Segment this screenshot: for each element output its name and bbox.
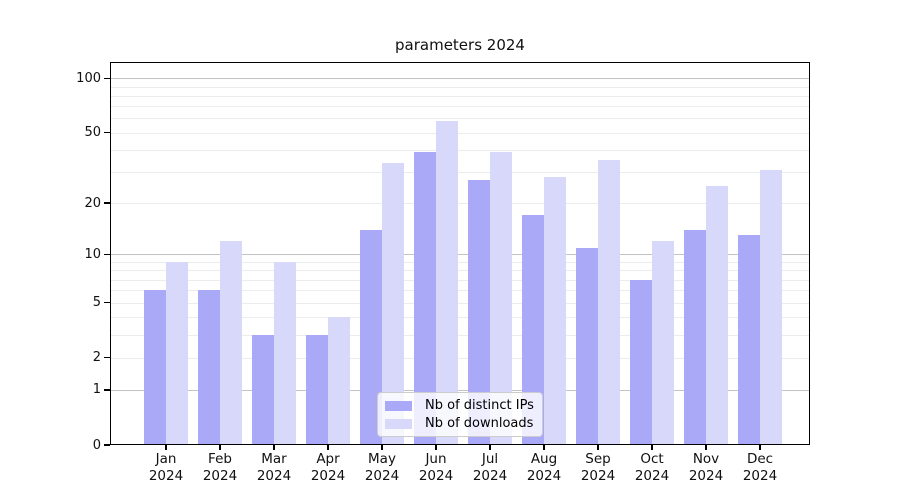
x-tick-label: Oct 2024 (634, 451, 670, 484)
gridline-minor (110, 149, 810, 151)
bar-distinct-ips-jun (414, 151, 436, 445)
x-tick-label: Apr 2024 (310, 451, 346, 484)
x-tick-label: Jul 2024 (472, 451, 508, 484)
bar-distinct-ips-sep (576, 247, 598, 445)
x-tick-label: May 2024 (364, 451, 400, 484)
bar-downloads-apr (328, 317, 350, 445)
y-tick-label: 20 (84, 195, 101, 211)
gridline-minor (110, 302, 810, 304)
x-tick (381, 445, 383, 450)
x-tick (327, 445, 329, 450)
gridline-minor (110, 270, 810, 272)
x-tick (651, 445, 653, 450)
bar-distinct-ips-oct (630, 279, 652, 445)
y-tick-label: 50 (84, 125, 101, 141)
y-tick-label: 5 (92, 295, 101, 311)
y-tick (104, 444, 110, 446)
y-tick (104, 253, 110, 256)
x-tick (543, 445, 545, 450)
legend-item-downloads: Nb of downloads (385, 416, 534, 431)
x-tick-label: Mar 2024 (256, 451, 292, 484)
y-tick (104, 301, 110, 304)
gridline-minor (110, 95, 810, 97)
bar-distinct-ips-jan (144, 290, 166, 445)
gridline-minor (110, 279, 810, 281)
bar-downloads-jul (490, 151, 512, 445)
gridline-minor (110, 172, 810, 174)
gridline-major (110, 78, 810, 80)
y-tick (104, 202, 110, 204)
legend-label-distinct-ips: Nb of distinct IPs (425, 398, 534, 413)
x-tick (489, 445, 491, 450)
x-tick (165, 445, 167, 450)
bar-downloads-feb (220, 241, 242, 445)
legend-label-downloads: Nb of downloads (425, 416, 534, 431)
y-tick (104, 131, 110, 134)
bar-distinct-ips-apr (306, 334, 328, 445)
gridline-minor (110, 290, 810, 292)
x-tick-label: Feb 2024 (202, 451, 238, 484)
y-tick (104, 357, 110, 359)
legend-item-distinct-ips: Nb of distinct IPs (385, 398, 534, 413)
gridline-minor (110, 106, 810, 108)
x-tick-label: Sep 2024 (580, 451, 616, 484)
legend-swatch-downloads (385, 418, 412, 429)
bar-downloads-mar (274, 262, 296, 445)
y-tick-label: 10 (84, 246, 101, 262)
x-tick-label: Jan 2024 (148, 451, 184, 484)
bar-downloads-sep (598, 160, 620, 445)
x-tick (759, 445, 761, 450)
gridline-major (110, 389, 810, 391)
x-tick (597, 445, 599, 450)
bar-downloads-jun (436, 121, 458, 445)
bar-distinct-ips-aug (522, 215, 544, 445)
gridline-minor (110, 262, 810, 264)
gridline-minor (110, 132, 810, 134)
gridline-minor (110, 118, 810, 120)
gridline-major (110, 254, 810, 256)
x-tick (705, 445, 707, 450)
bar-downloads-may (382, 162, 404, 445)
bar-distinct-ips-mar (252, 334, 274, 445)
x-tick-label: Aug 2024 (526, 451, 562, 484)
y-tick-label: 0 (92, 437, 101, 453)
bar-downloads-jan (166, 262, 188, 445)
bar-distinct-ips-dec (738, 235, 760, 445)
y-tick (104, 77, 110, 79)
plot-area (110, 62, 810, 445)
y-tick (104, 389, 110, 391)
gridline-minor (110, 357, 810, 359)
legend: Nb of distinct IPs Nb of downloads (377, 392, 543, 437)
x-tick (219, 445, 221, 450)
chart-title: parameters 2024 (395, 36, 525, 54)
y-tick-label: 100 (76, 70, 101, 86)
bar-downloads-dec (760, 169, 782, 445)
x-tick-label: Nov 2024 (688, 451, 724, 484)
bar-distinct-ips-nov (684, 229, 706, 445)
bar-downloads-nov (706, 186, 728, 445)
bar-distinct-ips-may (360, 229, 382, 445)
x-tick (273, 445, 275, 450)
y-tick-label: 1 (92, 382, 101, 398)
gridline-minor (110, 334, 810, 336)
bar-downloads-oct (652, 241, 674, 445)
y-tick-label: 2 (92, 350, 101, 366)
gridline-minor (110, 86, 810, 88)
bar-distinct-ips-jul (468, 180, 490, 445)
bar-downloads-aug (544, 177, 566, 445)
gridline-minor (110, 203, 810, 205)
bar-distinct-ips-feb (198, 290, 220, 445)
x-tick-label: Jun 2024 (418, 451, 454, 484)
legend-swatch-distinct-ips (385, 400, 412, 411)
gridline-minor (110, 317, 810, 319)
x-tick (435, 445, 437, 450)
x-tick-label: Dec 2024 (742, 451, 778, 484)
